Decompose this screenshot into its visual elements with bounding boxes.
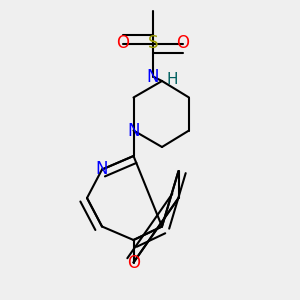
Text: N: N: [147, 68, 159, 85]
Text: O: O: [176, 34, 190, 52]
Text: S: S: [148, 34, 158, 52]
Text: N: N: [96, 160, 108, 178]
Text: N: N: [127, 122, 140, 140]
Text: O: O: [127, 254, 140, 272]
Text: H: H: [167, 72, 178, 87]
Text: O: O: [116, 34, 130, 52]
